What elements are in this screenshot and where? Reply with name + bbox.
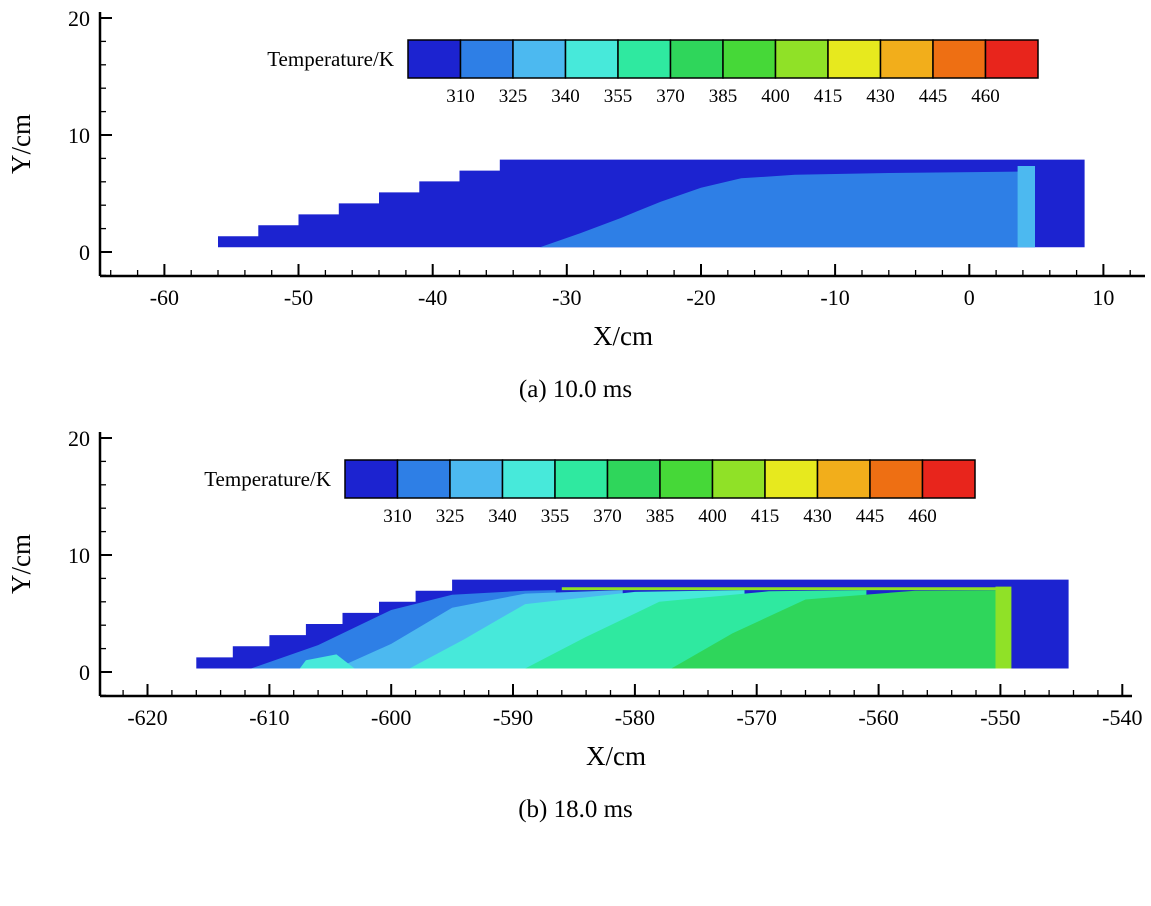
colorbar-cell [869, 459, 924, 499]
colorbar-tick-label: 340 [551, 86, 580, 107]
x-tick-label: -620 [127, 705, 167, 730]
colorbar-tick-label: 325 [436, 506, 465, 527]
colorbar-tick-label: 370 [593, 506, 622, 527]
contour-region-top-edge-line-400-415 [561, 587, 1011, 591]
x-tick-label: -40 [418, 285, 447, 310]
colorbar-cell [449, 459, 504, 499]
x-tick-label: -30 [552, 285, 581, 310]
panel-b-caption: (b) 18.0 ms [518, 796, 633, 823]
colorbar-tick-label: 400 [698, 506, 727, 527]
x-tick-label: -50 [284, 285, 313, 310]
colorbar-cell [774, 39, 829, 79]
colorbar-cell [564, 39, 619, 79]
x-tick-label: -600 [371, 705, 411, 730]
colorbar-tick-label: 415 [751, 506, 780, 527]
colorbar-cell [344, 459, 399, 499]
contour-plot-a: -60 -50 -40 -30 -20 -10 0 10 0 10 20 X/cm Y/cm 310 325… [6, 6, 1145, 351]
x-tick-label: -540 [1102, 705, 1142, 730]
colorbar-cell [407, 39, 462, 79]
colorbar-tick-label: 385 [709, 86, 738, 107]
colorbar-tick-label: 445 [919, 86, 948, 107]
panel-a-caption: (a) 10.0 ms [518, 376, 633, 403]
colorbar-tick-label: 385 [646, 506, 675, 527]
y-axis-label: Y/cm [6, 114, 36, 174]
colorbar-tick-label: 460 [971, 86, 1000, 107]
contour-plot-b: -620 -610 -600 -590 -580 -570 -560 -550 -540 0 10 2… [6, 426, 1142, 771]
colorbar-title: Temperature/K [204, 467, 331, 491]
y-tick-label: 0 [79, 660, 90, 685]
x-tick-label: -60 [150, 285, 179, 310]
colorbar-cell [816, 459, 871, 499]
colorbar-tick-label: 430 [866, 86, 895, 107]
colorbar-cell [984, 39, 1039, 79]
y-tick-label: 20 [68, 6, 90, 31]
colorbar-cell [501, 459, 556, 499]
colorbar-tick-label: 310 [383, 506, 412, 527]
colorbar-cell [617, 39, 672, 79]
colorbar-cell [659, 459, 714, 499]
x-tick-label: -10 [820, 285, 849, 310]
colorbar-title: Temperature/K [267, 47, 394, 71]
contour-region-band-310-325 [540, 171, 1035, 248]
colorbar-tick-label: 445 [856, 506, 885, 527]
x-tick-label: -610 [249, 705, 289, 730]
y-tick-label: 10 [68, 123, 90, 148]
colorbar-cell [554, 459, 609, 499]
contour-region-right-edge-strip-400-415 [995, 586, 1012, 669]
y-tick-label: 20 [68, 426, 90, 451]
colorbar-tick-label: 415 [814, 86, 843, 107]
colorbar-tick-label: 310 [446, 86, 475, 107]
colorbar-cell [711, 459, 766, 499]
colorbar-cell [921, 459, 976, 499]
figure-temperature-contours: -60 -50 -40 -30 -20 -10 0 10 0 10 20 X/cm Y/cm 310 325… [0, 4, 1151, 824]
panel-b: -620 -610 -600 -590 -580 -570 -560 -550 -540 0 10 2… [0, 424, 1151, 824]
colorbar-tick-label: 460 [908, 506, 937, 527]
colorbar-tick-label: 355 [604, 86, 633, 107]
colorbar-tick-label: 400 [761, 86, 790, 107]
colorbar-cell [879, 39, 934, 79]
contour-region-band-325-340-strip [1017, 166, 1035, 248]
colorbar-tick-label: 430 [803, 506, 832, 527]
y-axis-label: Y/cm [6, 534, 36, 594]
y-tick-label: 10 [68, 543, 90, 568]
colorbar-tick-label: 355 [541, 506, 570, 527]
colorbar-cell [722, 39, 777, 79]
contour-region-band-370-385 [671, 590, 1003, 669]
x-tick-label: -570 [737, 705, 777, 730]
colorbar-cell [764, 459, 819, 499]
x-tick-label: 0 [964, 285, 975, 310]
x-tick-label: -550 [980, 705, 1020, 730]
colorbar-tick-label: 325 [499, 86, 528, 107]
colorbar-cell [512, 39, 567, 79]
panel-a: -60 -50 -40 -30 -20 -10 0 10 0 10 20 X/cm Y/cm 310 325… [0, 4, 1151, 404]
x-tick-label: 10 [1092, 285, 1114, 310]
colorbar-cell [669, 39, 724, 79]
y-tick-label: 0 [79, 240, 90, 265]
colorbar-cell [827, 39, 882, 79]
x-axis-label: X/cm [586, 741, 646, 771]
colorbar-cell [459, 39, 514, 79]
x-axis-label: X/cm [593, 321, 653, 351]
colorbar-cell [396, 459, 451, 499]
x-tick-label: -580 [615, 705, 655, 730]
x-tick-label: -560 [858, 705, 898, 730]
colorbar-cell [606, 459, 661, 499]
contour-region-cyan-patch-lower-left [299, 654, 355, 669]
colorbar-tick-label: 340 [488, 506, 517, 527]
x-tick-label: -20 [686, 285, 715, 310]
x-tick-label: -590 [493, 705, 533, 730]
colorbar-tick-label: 370 [656, 86, 685, 107]
colorbar-cell [932, 39, 987, 79]
